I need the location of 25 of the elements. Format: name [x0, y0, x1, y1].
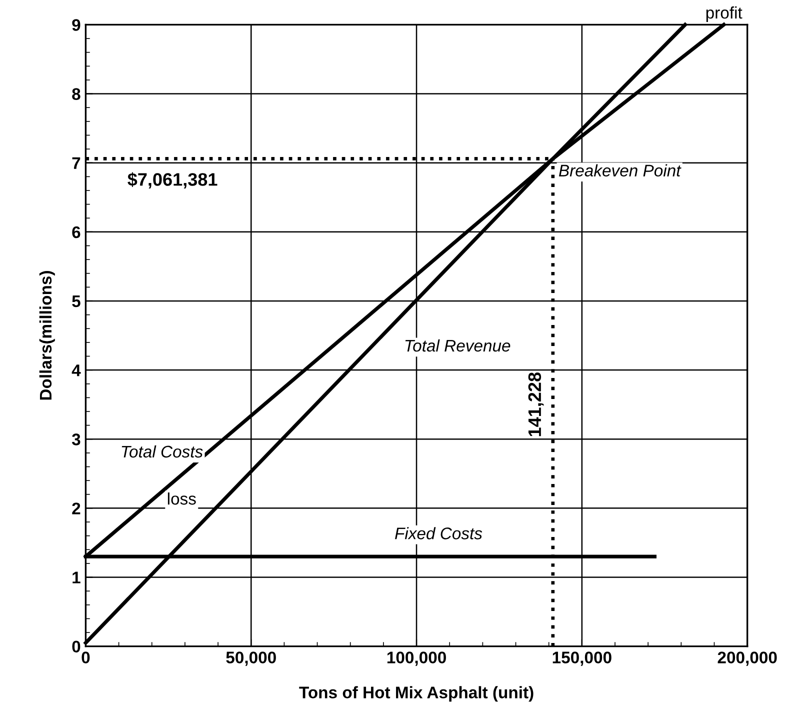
annotation: Breakeven Point — [558, 164, 682, 176]
y-tick-label: 3 — [72, 434, 80, 446]
annotation: profit — [706, 6, 742, 22]
x-tick-label: 150,000 — [552, 652, 612, 666]
x-tick-label: 50,000 — [226, 652, 276, 666]
x-tick-label: 100,000 — [387, 652, 446, 666]
annotation: 141,228 — [528, 372, 544, 436]
y-tick-label: 5 — [72, 296, 80, 308]
y-tick-label: 1 — [72, 572, 80, 584]
annotation: loss — [168, 492, 196, 505]
y-tick-label: 7 — [72, 157, 80, 169]
y-tick-label: 9 — [72, 19, 80, 31]
y-tick-label: 8 — [72, 88, 80, 100]
y-tick-label: 6 — [72, 226, 80, 238]
y-axis-title: Dollars(millions) — [39, 271, 55, 400]
legend-label: Total Costs — [122, 445, 203, 458]
series-label: Total Revenue — [405, 339, 510, 352]
y-tick-label: 4 — [72, 364, 81, 376]
x-tick-label: 200,000 — [718, 652, 777, 666]
x-tick-label: 0 — [82, 652, 90, 664]
y-tick-label: 0 — [72, 640, 80, 653]
series-label: Fixed Costs — [395, 527, 482, 540]
y-tick-label: 2 — [72, 502, 80, 514]
annotation: $7,061,381 — [128, 172, 218, 188]
x-axis-title: Tons of Hot Mix Asphalt (unit) — [299, 686, 534, 702]
